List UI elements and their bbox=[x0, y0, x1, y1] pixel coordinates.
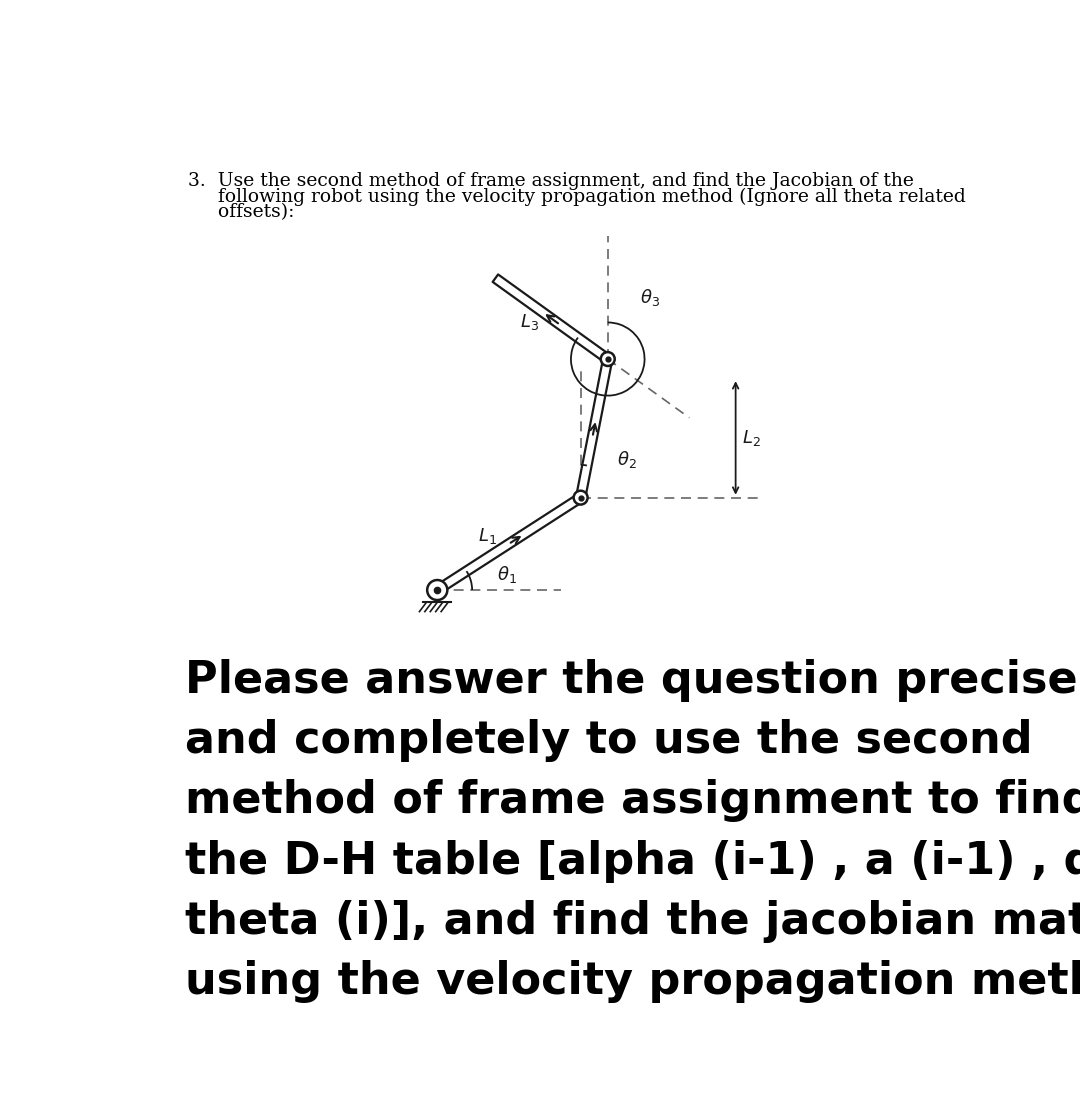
Text: $L_3$: $L_3$ bbox=[521, 312, 539, 333]
Polygon shape bbox=[492, 275, 610, 363]
Text: 3.  Use the second method of frame assignment, and find the Jacobian of the: 3. Use the second method of frame assign… bbox=[188, 171, 914, 190]
Text: theta (i)], and find the jacobian matrix: theta (i)], and find the jacobian matrix bbox=[186, 900, 1080, 943]
Text: following robot using the velocity propagation method (Ignore all theta related: following robot using the velocity propa… bbox=[188, 187, 966, 206]
Text: and completely to use the second: and completely to use the second bbox=[186, 720, 1032, 763]
Polygon shape bbox=[435, 493, 583, 593]
Text: $L_1$: $L_1$ bbox=[477, 526, 497, 546]
Circle shape bbox=[600, 352, 615, 366]
Text: method of frame assignment to find: method of frame assignment to find bbox=[186, 779, 1080, 822]
Text: offsets):: offsets): bbox=[188, 202, 294, 221]
Text: Please answer the question precisely: Please answer the question precisely bbox=[186, 659, 1080, 702]
Text: $\theta_3$: $\theta_3$ bbox=[640, 287, 660, 308]
Text: using the velocity propagation method: using the velocity propagation method bbox=[186, 959, 1080, 1002]
Circle shape bbox=[428, 580, 447, 600]
Text: $\theta_1$: $\theta_1$ bbox=[497, 564, 517, 585]
Polygon shape bbox=[576, 358, 612, 499]
Text: the D-H table [alpha (i-1) , a (i-1) , d (i) ,: the D-H table [alpha (i-1) , a (i-1) , d… bbox=[186, 840, 1080, 882]
Circle shape bbox=[573, 490, 588, 504]
Text: $\theta_2$: $\theta_2$ bbox=[618, 448, 637, 469]
Text: $L_2$: $L_2$ bbox=[742, 428, 760, 448]
